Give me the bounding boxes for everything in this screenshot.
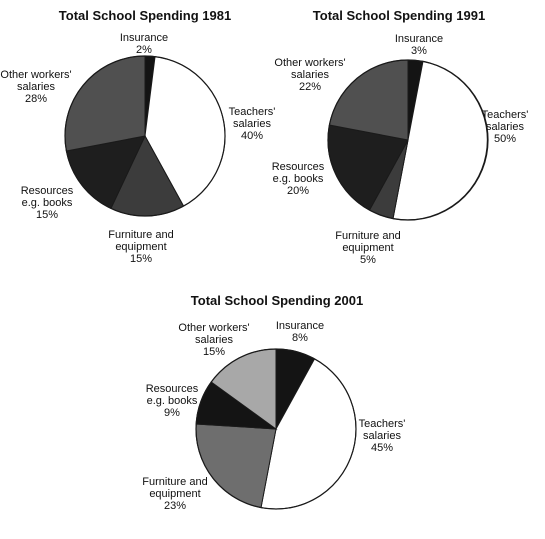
slice-category-label: Other workers' <box>0 69 71 81</box>
slice-category-label: Furniture and <box>108 229 173 241</box>
chart-title-1981: Total School Spending 1981 <box>59 8 231 23</box>
pie-outline-1981 <box>64 55 226 217</box>
slice-value-label: 2% <box>136 44 152 56</box>
slice-category-label: Furniture and <box>335 230 400 242</box>
slice-category-label: equipment <box>115 241 166 253</box>
slice-label-resources-e-g-books-1991: Resources e.g. books 20% <box>272 161 325 197</box>
slice-label-other-workers-salaries-1981: Other workers' salaries 28% <box>0 69 71 105</box>
slice-label-other-workers-salaries-2001: Other workers' salaries 15% <box>178 322 249 358</box>
slice-label-insurance-1981: Insurance 2% <box>120 32 168 56</box>
pie-outline-1991 <box>327 59 489 221</box>
slice-label-teachers-salaries-2001: Teachers' salaries 45% <box>359 418 406 454</box>
slice-category-label: Furniture and <box>142 476 207 488</box>
slice-category-label: salaries <box>17 81 55 93</box>
slice-category-label: salaries <box>233 118 271 130</box>
slice-category-label: Insurance <box>120 32 168 44</box>
slice-category-label: Resources <box>21 185 74 197</box>
chart-title-1991: Total School Spending 1991 <box>313 8 485 23</box>
slice-value-label: 9% <box>164 407 180 419</box>
slice-category-label: e.g. books <box>22 197 73 209</box>
slice-label-furniture-and-equipment-1991: Furniture and equipment 5% <box>335 230 400 266</box>
slice-category-label: salaries <box>195 334 233 346</box>
slice-label-insurance-1991: Insurance 3% <box>395 33 443 57</box>
slice-value-label: 45% <box>371 442 393 454</box>
pie-chart-1981: Total School Spending 1981 Insurance 2% Te… <box>0 8 275 265</box>
slice-label-resources-e-g-books-2001: Resources e.g. books 9% <box>146 383 199 419</box>
pie-slices-2001 <box>195 348 357 510</box>
slice-category-label: salaries <box>291 69 329 81</box>
slice-value-label: 23% <box>164 500 186 512</box>
pie-slices-1991 <box>327 59 489 221</box>
pie-outline-2001 <box>195 348 357 510</box>
slice-label-furniture-and-equipment-1981: Furniture and equipment 15% <box>108 229 173 265</box>
pie-labels-1991: Insurance 3%Teachers' salaries 50%Furniture… <box>272 33 529 266</box>
chart-title-2001: Total School Spending 2001 <box>191 293 363 308</box>
pie-chart-1991: Total School Spending 1991 Insurance 3% Te… <box>272 8 529 266</box>
pie-chart-2001: Total School Spending 2001 Insurance 8% Te… <box>142 293 405 512</box>
slice-category-label: Insurance <box>276 320 324 332</box>
slice-value-label: 3% <box>411 45 427 57</box>
pie-labels-1981: Insurance 2%Teachers' salaries 40%Furniture… <box>0 32 275 265</box>
slice-value-label: 5% <box>360 254 376 266</box>
slice-value-label: 15% <box>130 253 152 265</box>
slice-label-other-workers-salaries-1991: Other workers' salaries 22% <box>274 57 345 93</box>
slice-value-label: 15% <box>36 209 58 221</box>
slice-value-label: 22% <box>299 81 321 93</box>
slice-category-label: equipment <box>149 488 200 500</box>
slice-label-teachers-salaries-1981: Teachers' salaries 40% <box>229 106 276 142</box>
slice-label-resources-e-g-books-1981: Resources e.g. books 15% <box>21 185 74 221</box>
slice-value-label: 40% <box>241 130 263 142</box>
slice-value-label: 20% <box>287 185 309 197</box>
slice-category-label: Teachers' <box>482 109 529 121</box>
slice-value-label: 8% <box>292 332 308 344</box>
slice-category-label: Other workers' <box>274 57 345 69</box>
slice-label-insurance-2001: Insurance 8% <box>276 320 324 344</box>
slice-category-label: e.g. books <box>273 173 324 185</box>
slice-category-label: Other workers' <box>178 322 249 334</box>
slice-category-label: e.g. books <box>147 395 198 407</box>
pie-slice-other-workers-salaries-1981 <box>64 55 146 152</box>
pie-slices-1981 <box>64 55 226 217</box>
slice-category-label: Resources <box>146 383 199 395</box>
pie-labels-2001: Insurance 8%Teachers' salaries 45%Furniture… <box>142 320 405 512</box>
slice-value-label: 28% <box>25 93 47 105</box>
slice-label-furniture-and-equipment-2001: Furniture and equipment 23% <box>142 476 207 512</box>
slice-category-label: equipment <box>342 242 393 254</box>
slice-category-label: Teachers' <box>359 418 406 430</box>
slice-category-label: salaries <box>486 121 524 133</box>
slice-category-label: Insurance <box>395 33 443 45</box>
slice-value-label: 50% <box>494 133 516 145</box>
slice-category-label: Teachers' <box>229 106 276 118</box>
slice-category-label: Resources <box>272 161 325 173</box>
slice-category-label: salaries <box>363 430 401 442</box>
slice-label-teachers-salaries-1991: Teachers' salaries 50% <box>482 109 529 145</box>
slice-value-label: 15% <box>203 346 225 358</box>
